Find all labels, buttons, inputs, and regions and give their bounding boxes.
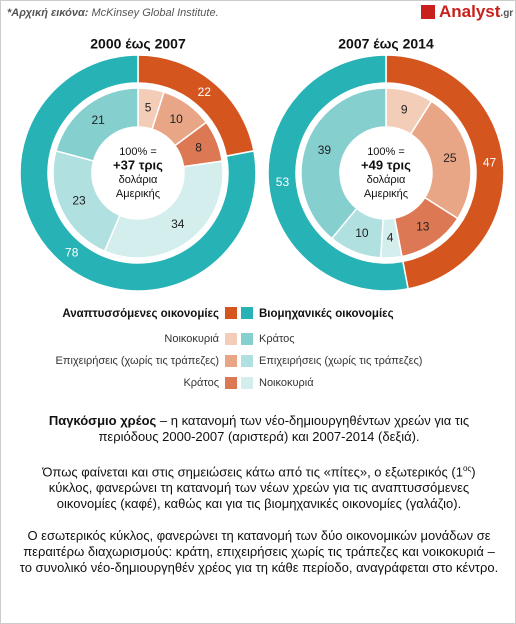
source: McKinsey Global Institute. xyxy=(88,7,218,19)
center-label: 100% = xyxy=(367,146,405,158)
description: Παγκόσμιο χρέος – η κατανομή των νέο-δημ… xyxy=(19,413,499,592)
donut-segment xyxy=(385,54,505,290)
center-label: Αμερικής xyxy=(116,188,160,200)
legend-group: Αναπτυσσόμενες οικονομίες xyxy=(62,308,219,320)
donut-segment xyxy=(103,160,224,259)
paragraph: Παγκόσμιο χρέος – η κατανομή των νέο-δημ… xyxy=(19,413,499,445)
donut-segment xyxy=(300,87,387,240)
bold-text: Παγκόσμιο χρέος xyxy=(48,413,157,428)
value-label: 8 xyxy=(195,140,202,154)
value-label: 23 xyxy=(72,194,86,208)
logo-suffix: .gr xyxy=(500,8,513,19)
logo-text: Analyst xyxy=(439,2,501,21)
value-label: 25 xyxy=(443,151,457,165)
chart-title: 2007 έως 2014 xyxy=(338,36,434,52)
legend-swatch xyxy=(225,333,237,345)
source-label: *Αρχική εικόνα: McKinsey Global Institut… xyxy=(7,7,219,19)
value-label: 53 xyxy=(276,175,290,189)
donut-segment xyxy=(19,54,257,292)
value-label: 10 xyxy=(169,112,183,126)
center-label: Αμερικής xyxy=(364,188,408,200)
paragraph: Όπως φαίνεται και στις σημειώσεις κάτω α… xyxy=(19,461,499,512)
legend-item: Νοικοκυριά xyxy=(164,333,219,345)
value-label: 21 xyxy=(92,113,106,127)
legend-swatch xyxy=(241,307,253,319)
center-label: +49 τρις xyxy=(361,157,411,172)
legend-swatch xyxy=(241,333,253,345)
legend-item: Επιχειρήσεις (χωρίς τις τράπεζες) xyxy=(56,355,219,367)
value-label: 39 xyxy=(318,143,332,157)
legend-swatch xyxy=(225,355,237,367)
center-label: δολάρια xyxy=(367,174,406,186)
value-label: 22 xyxy=(198,85,212,99)
text: – η κατανομή των νέο-δημιουργηθέντων χρε… xyxy=(98,413,470,444)
legend-item: Επιχειρήσεις (χωρίς τις τράπεζες) xyxy=(259,355,422,367)
paragraph: Ο εσωτερικός κύκλος, φανερώνει τη κατανο… xyxy=(19,528,499,576)
legend-swatch xyxy=(241,377,253,389)
legend-group: Βιομηχανικές οικονομίες xyxy=(259,308,394,320)
value-label: 9 xyxy=(401,102,408,116)
value-label: 13 xyxy=(416,219,430,233)
value-label: 10 xyxy=(355,226,369,240)
logo: Analyst.gr xyxy=(439,2,513,21)
center-label: δολάρια xyxy=(119,174,158,186)
legend-swatch xyxy=(225,377,237,389)
legend-item: Κράτος xyxy=(183,377,219,389)
legend-item: Κράτος xyxy=(259,333,295,345)
chart-title: 2000 έως 2007 xyxy=(90,36,186,52)
value-label: 34 xyxy=(171,217,185,231)
text: Όπως φαίνεται και στις σημειώσεις κάτω α… xyxy=(42,464,463,480)
text: ) κύκλος, φανερώνει τη κατανομή των νέων… xyxy=(48,464,476,512)
center-label: +37 τρις xyxy=(113,157,163,172)
superscript: ος xyxy=(462,464,472,473)
text: Ο εσωτερικός κύκλος, φανερώνει τη κατανο… xyxy=(19,528,499,576)
legend-item: Νοικοκυριά xyxy=(259,377,314,389)
legend-swatch xyxy=(225,307,237,319)
donut-segment xyxy=(267,54,409,292)
source-label-text: *Αρχική εικόνα: xyxy=(7,7,89,19)
value-label: 5 xyxy=(145,100,152,114)
value-label: 4 xyxy=(387,231,394,245)
chart-area: *Αρχική εικόνα: McKinsey Global Institut… xyxy=(7,2,513,389)
legend-swatch xyxy=(241,355,253,367)
value-label: 47 xyxy=(483,155,497,169)
donut-segment xyxy=(409,100,472,220)
center-label: 100% = xyxy=(119,146,157,158)
logo-icon xyxy=(421,5,435,19)
donut-segment xyxy=(55,87,139,162)
value-label: 78 xyxy=(65,245,79,259)
